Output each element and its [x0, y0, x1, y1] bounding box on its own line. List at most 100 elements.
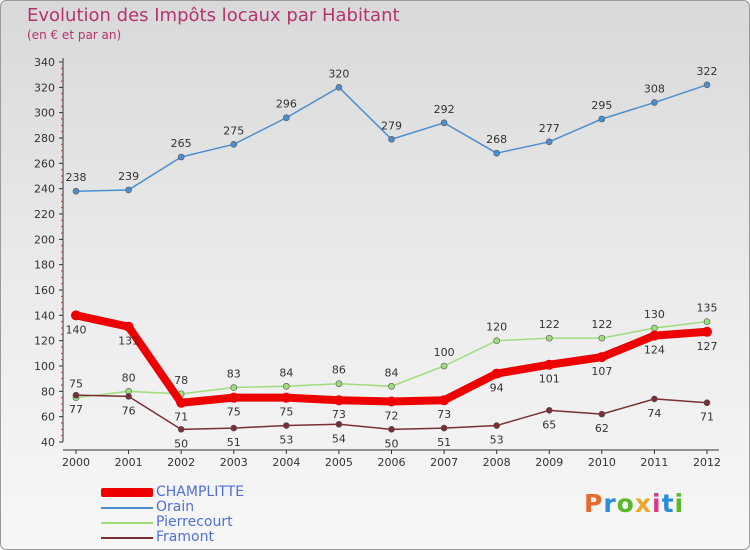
data-point [491, 368, 502, 379]
logo-letter: t [661, 489, 675, 518]
x-tick-label: 2010 [588, 456, 616, 469]
logo-letter: P [584, 489, 604, 518]
data-point [651, 324, 658, 332]
y-tick-label: 220 [34, 208, 55, 221]
logo-letter: r [603, 489, 617, 518]
y-tick-label: 180 [34, 259, 55, 272]
y-tick-label: 240 [34, 183, 55, 196]
data-label: 140 [66, 323, 87, 336]
data-label: 320 [328, 67, 349, 80]
data-label: 76 [122, 404, 136, 417]
data-point [493, 149, 500, 157]
data-point [651, 99, 658, 106]
legend-item-orain[interactable]: Orain [101, 499, 351, 515]
data-point [702, 326, 712, 337]
data-label: 107 [591, 365, 612, 378]
y-tick-label: 320 [34, 81, 55, 94]
legend-label: Framont [156, 529, 214, 545]
data-point [703, 318, 711, 325]
x-tick-label: 2011 [640, 456, 668, 469]
data-label: 239 [118, 170, 139, 183]
data-point [649, 330, 660, 341]
data-label: 101 [539, 373, 560, 386]
line-chart: 40 60 80 100 120 140 160 180 200 220 240 260 280 300 3… [34, 56, 721, 469]
data-label: 122 [539, 318, 560, 331]
data-point [703, 81, 711, 89]
legend-label: CHAMPLITTE [156, 484, 245, 500]
y-tick-label: 40 [41, 436, 55, 449]
data-label: 279 [381, 119, 402, 132]
data-point [123, 321, 134, 332]
data-label: 84 [279, 366, 293, 379]
data-point [493, 422, 500, 429]
data-point [177, 153, 185, 161]
data-point [545, 334, 553, 342]
data-point [545, 407, 553, 414]
data-label: 296 [276, 98, 297, 111]
data-point [228, 392, 239, 403]
y-tick-label: 140 [34, 309, 55, 322]
data-point [281, 392, 292, 403]
data-point [283, 382, 290, 390]
data-label: 51 [227, 436, 241, 449]
data-label: 100 [434, 346, 455, 359]
data-label: 131 [118, 335, 139, 348]
series-line-champlitte [72, 311, 711, 407]
data-label: 54 [332, 432, 346, 445]
data-point [598, 115, 606, 123]
data-point [545, 138, 553, 146]
data-point [596, 352, 607, 363]
y-tick-label: 120 [34, 335, 55, 348]
data-point [230, 424, 238, 432]
data-label: 122 [591, 318, 612, 331]
x-tick-label: 2012 [693, 456, 721, 469]
data-label: 75 [69, 378, 83, 391]
data-label: 74 [647, 407, 661, 420]
logo-letter: o [616, 489, 635, 518]
data-point [176, 397, 187, 408]
legend-item-pierrecourt[interactable]: Pierrecourt [101, 514, 351, 530]
data-label: 295 [591, 99, 612, 112]
y-tick-label: 60 [41, 411, 55, 424]
logo-letter: i [652, 489, 662, 518]
chart-subtitle: (en € et par an) [27, 28, 122, 42]
legend-label: Pierrecourt [156, 514, 233, 530]
chart-title: Evolution des Impôts locaux par Habitant [27, 5, 400, 26]
data-label: 130 [644, 308, 665, 321]
data-label: 51 [437, 436, 451, 449]
data-point [72, 391, 80, 399]
y-tick-label: 300 [34, 107, 55, 120]
data-label: 73 [332, 408, 346, 421]
data-label: 73 [437, 408, 451, 421]
x-tick-label: 2002 [167, 456, 195, 469]
data-point [440, 362, 448, 370]
data-label: 78 [174, 374, 188, 387]
data-point [493, 337, 500, 344]
data-label: 94 [490, 382, 504, 395]
x-tick-label: 2003 [220, 456, 248, 469]
data-label: 127 [697, 340, 718, 353]
data-point [544, 359, 555, 370]
data-label: 53 [279, 434, 293, 447]
legend-item-champlitte[interactable]: CHAMPLITTE [101, 484, 351, 500]
data-point [335, 380, 343, 388]
logo-letter: i [674, 489, 685, 518]
data-point [333, 395, 344, 406]
data-label: 71 [174, 411, 188, 424]
data-point [335, 84, 343, 91]
data-label: 84 [385, 366, 399, 379]
data-point [283, 114, 290, 122]
legend-item-framont[interactable]: Framont [101, 529, 351, 545]
x-tick-label: 2006 [378, 456, 406, 469]
legend-swatch [101, 488, 153, 497]
data-point [71, 310, 81, 321]
data-label: 86 [332, 364, 346, 377]
data-label: 75 [227, 406, 241, 419]
x-tick-label: 2007 [430, 456, 458, 469]
data-label: 322 [697, 65, 718, 78]
x-tick-label: 2004 [272, 456, 300, 469]
x-tick-label: 2001 [115, 456, 143, 469]
logo-letter: x [634, 489, 652, 518]
y-tick-label: 260 [34, 157, 55, 170]
